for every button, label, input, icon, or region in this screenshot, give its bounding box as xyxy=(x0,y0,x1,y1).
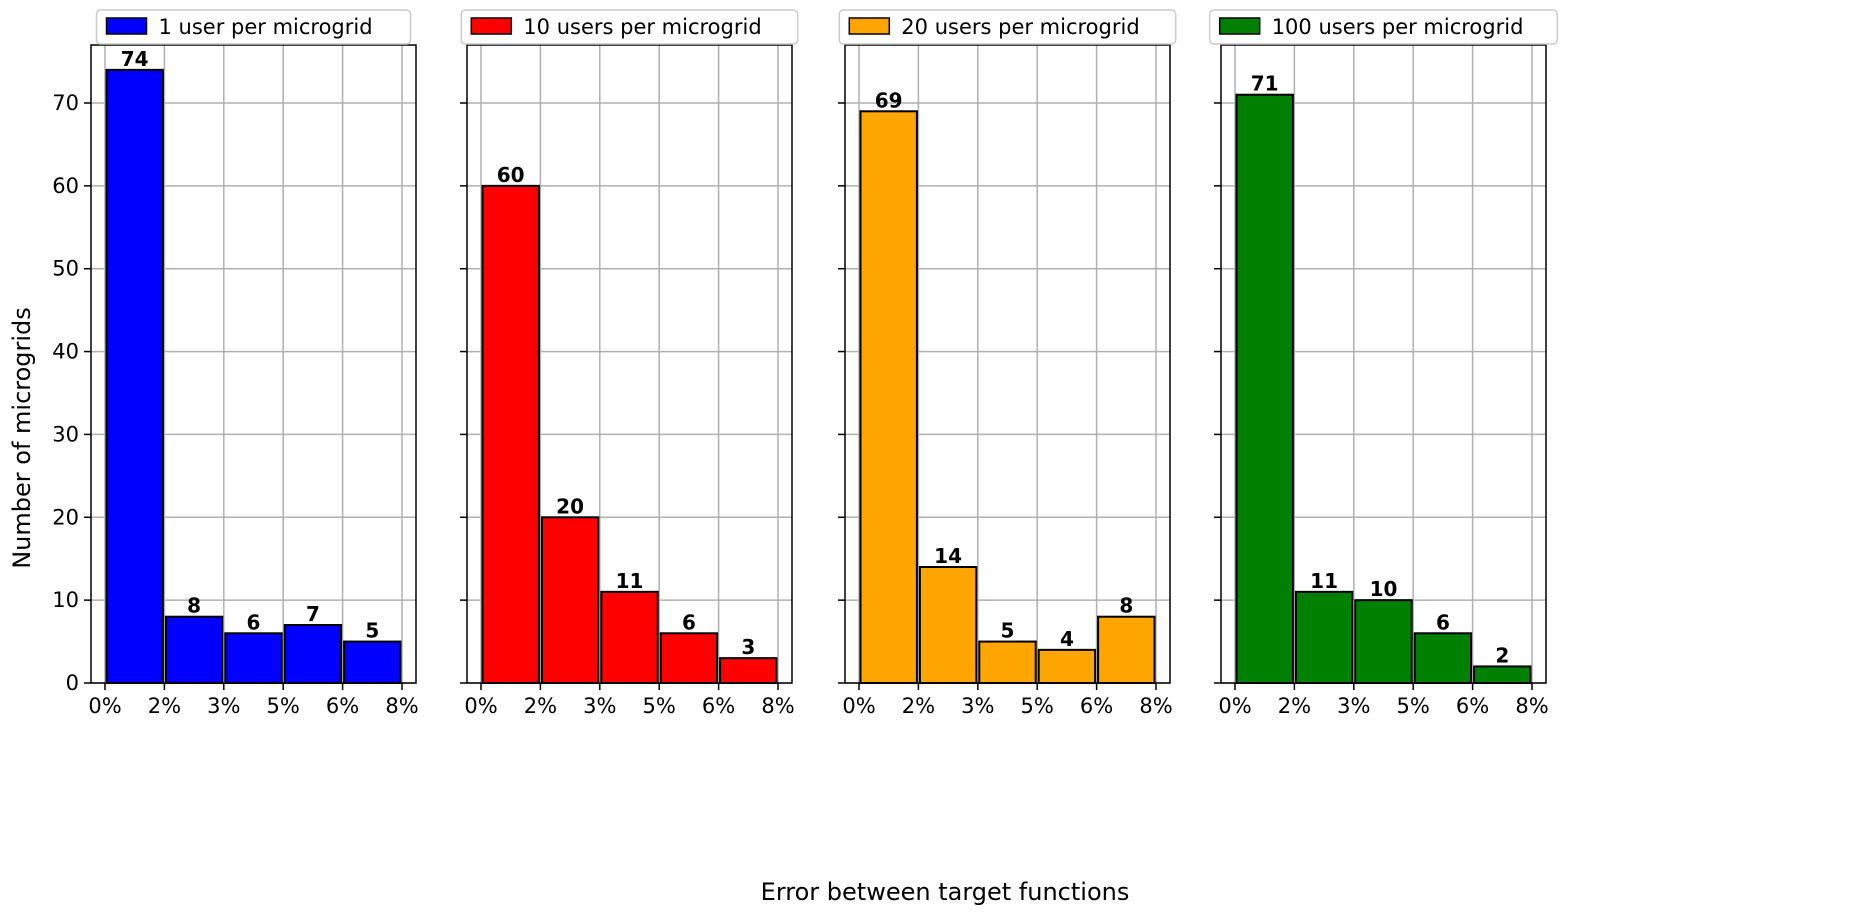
y-tick-label: 40 xyxy=(52,340,79,364)
bar-value-label: 69 xyxy=(875,88,903,112)
x-tick-label: 8% xyxy=(1139,694,1172,718)
x-tick-label: 3% xyxy=(583,694,616,718)
bar xyxy=(1294,590,1354,684)
bar xyxy=(343,640,402,684)
bar-value-label: 2 xyxy=(1495,643,1509,667)
axes-frame xyxy=(1220,44,1547,684)
bar xyxy=(1037,648,1097,684)
bar xyxy=(1354,599,1413,685)
x-tick-label: 5% xyxy=(643,694,676,718)
x-axis-label: Error between target functions xyxy=(761,878,1130,906)
bar-value-label: 20 xyxy=(556,494,584,518)
x-tick-label: 2% xyxy=(148,694,181,718)
x-tick-label: 5% xyxy=(1397,694,1430,718)
bar-value-label: 5 xyxy=(1001,619,1015,643)
bar xyxy=(283,624,343,684)
x-tick-label: 8% xyxy=(761,694,794,718)
bar-value-label: 14 xyxy=(934,544,962,568)
x-tick-label: 6% xyxy=(702,694,735,718)
bar-value-label: 60 xyxy=(497,163,525,187)
y-tick-label: 0 xyxy=(66,671,79,695)
legend-label: 1 user per microgrid xyxy=(159,15,373,39)
axes-frame xyxy=(466,44,793,684)
legend-box xyxy=(95,9,412,45)
bar xyxy=(105,68,164,685)
legend-box xyxy=(460,9,799,45)
bar xyxy=(224,632,283,684)
x-tick-label: 2% xyxy=(902,694,935,718)
bar-value-label: 8 xyxy=(187,594,201,618)
legend-swatch xyxy=(1218,17,1261,35)
x-tick-label: 0% xyxy=(842,694,875,718)
bar xyxy=(164,615,224,685)
axes-frame xyxy=(844,44,1171,684)
y-tick-label: 30 xyxy=(52,422,79,446)
y-axis-label: Number of microgrids xyxy=(8,307,36,569)
bar xyxy=(659,632,719,684)
legend-swatch xyxy=(105,17,148,35)
legend-label: 10 users per microgrid xyxy=(523,15,761,39)
bar-value-label: 74 xyxy=(121,47,149,71)
y-tick-label: 10 xyxy=(52,588,79,612)
x-tick-label: 2% xyxy=(1278,694,1311,718)
x-tick-label: 6% xyxy=(326,694,359,718)
bar-value-label: 3 xyxy=(741,635,755,659)
legend-box xyxy=(1208,9,1559,45)
bar-value-label: 8 xyxy=(1119,594,1133,618)
bar-value-label: 4 xyxy=(1060,627,1074,651)
bar xyxy=(859,110,918,685)
legend-swatch xyxy=(470,17,513,35)
bar xyxy=(540,516,600,684)
y-tick-label: 50 xyxy=(52,257,79,281)
x-tick-label: 6% xyxy=(1080,694,1113,718)
x-tick-label: 8% xyxy=(1515,694,1548,718)
bar-value-label: 71 xyxy=(1251,72,1279,96)
x-tick-label: 8% xyxy=(385,694,418,718)
bar-value-label: 10 xyxy=(1370,577,1398,601)
x-tick-label: 3% xyxy=(207,694,240,718)
bar xyxy=(918,566,978,684)
x-tick-label: 5% xyxy=(1021,694,1054,718)
x-tick-label: 5% xyxy=(267,694,300,718)
x-tick-label: 3% xyxy=(1337,694,1370,718)
legend-swatch xyxy=(848,17,891,35)
x-tick-label: 0% xyxy=(464,694,497,718)
bar xyxy=(1413,632,1473,684)
bar-value-label: 5 xyxy=(365,619,379,643)
axes-frame xyxy=(90,44,417,684)
bar-value-label: 6 xyxy=(682,610,696,634)
x-tick-label: 0% xyxy=(88,694,121,718)
bar-value-label: 11 xyxy=(1310,569,1338,593)
y-tick-label: 70 xyxy=(52,91,79,115)
legend-label: 100 users per microgrid xyxy=(1272,15,1524,39)
bar xyxy=(1235,93,1294,684)
x-tick-label: 3% xyxy=(961,694,994,718)
x-tick-label: 6% xyxy=(1456,694,1489,718)
bar-value-label: 6 xyxy=(247,610,261,634)
x-tick-label: 2% xyxy=(524,694,557,718)
bar xyxy=(600,590,659,684)
bar xyxy=(978,640,1037,684)
legend-box xyxy=(838,9,1177,45)
bar-value-label: 7 xyxy=(306,602,320,626)
bar xyxy=(481,184,540,684)
bar xyxy=(1473,665,1532,685)
bar xyxy=(1097,615,1156,685)
bar xyxy=(719,657,778,685)
x-tick-label: 0% xyxy=(1218,694,1251,718)
bar-value-label: 11 xyxy=(616,569,644,593)
bar-value-label: 6 xyxy=(1436,610,1450,634)
y-tick-label: 20 xyxy=(52,505,79,529)
y-tick-label: 60 xyxy=(52,174,79,198)
legend-label: 20 users per microgrid xyxy=(901,15,1139,39)
